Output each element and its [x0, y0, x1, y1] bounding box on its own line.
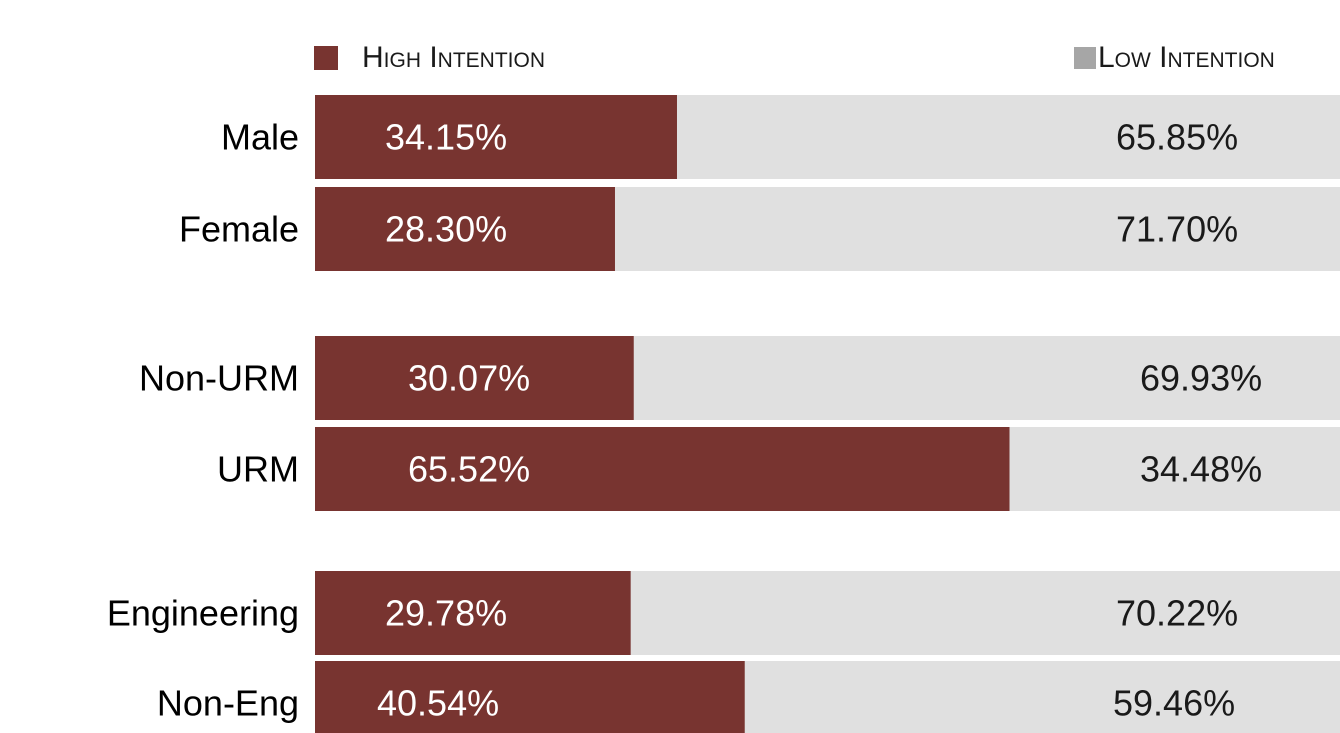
bar-high-intention-male: [315, 95, 677, 179]
data-label-low-non-urm: 69.93%: [1140, 358, 1262, 399]
data-label-low-non-eng: 59.46%: [1113, 683, 1235, 724]
legend-label-low: Low Intention: [1098, 41, 1275, 74]
data-label-high-non-eng: 40.54%: [377, 683, 499, 724]
legend-swatch-high: [314, 46, 338, 70]
data-label-low-female: 71.70%: [1116, 209, 1238, 250]
data-label-high-urm: 65.52%: [408, 449, 530, 490]
category-label-female: Female: [179, 209, 299, 250]
bar-high-intention-non-eng: [315, 661, 745, 733]
category-label-urm: URM: [217, 449, 299, 490]
data-label-high-non-urm: 30.07%: [408, 358, 530, 399]
data-label-high-engineering: 29.78%: [385, 593, 507, 634]
data-label-low-male: 65.85%: [1116, 117, 1238, 158]
bar-high-intention-engineering: [315, 571, 631, 655]
category-label-male: Male: [221, 117, 299, 158]
legend-label-high: High Intention: [362, 41, 545, 74]
bar-high-intention-non-urm: [315, 336, 634, 420]
data-label-high-male: 34.15%: [385, 117, 507, 158]
legend-item-high-intention: High Intention: [314, 40, 545, 76]
category-label-non-urm: Non-URM: [139, 358, 299, 399]
category-label-non-eng: Non-Eng: [157, 683, 299, 724]
category-label-engineering: Engineering: [107, 593, 299, 634]
data-label-high-female: 28.30%: [385, 209, 507, 250]
legend-item-low-intention: Low Intention: [1074, 40, 1275, 76]
data-label-low-urm: 34.48%: [1140, 449, 1262, 490]
legend-swatch-low: [1074, 47, 1096, 69]
bar-high-intention-urm: [315, 427, 1010, 511]
data-label-low-engineering: 70.22%: [1116, 593, 1238, 634]
bar-high-intention-female: [315, 187, 615, 271]
